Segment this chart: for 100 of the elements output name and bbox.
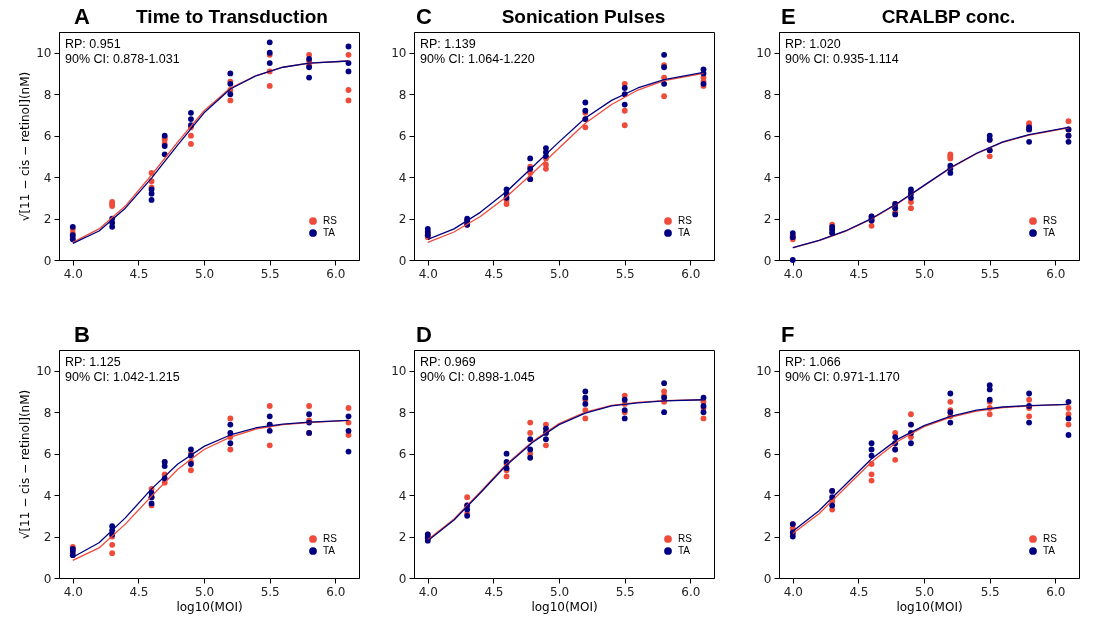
y-tick-label: 10 [756,46,772,61]
legend-label: TA [678,545,691,556]
x-tick-label: 6.0 [681,584,701,599]
y-tick-label: 0 [763,571,772,586]
legend-label: RS [1043,533,1058,544]
y-tick-label: 2 [763,212,772,227]
x-tick-label: 5.0 [550,266,570,281]
annotation: 90% CI: 0.935-1.114 [785,52,899,66]
x-tick-label: 4.0 [783,266,803,281]
y-tick-label: 0 [763,253,772,268]
y-tick-label: 2 [43,212,52,227]
legend-label: TA [323,545,336,556]
x-tick-label: 4.5 [849,584,869,599]
x-tick-label: 4.5 [129,584,149,599]
y-tick-label: 6 [43,447,52,462]
x-axis-title: log10(MOI) [531,599,598,614]
annotation: RP: 0.969 [420,355,476,369]
chart-title: CRALBP conc. [881,6,1016,27]
y-tick-label: 4 [763,488,772,503]
x-tick-label: 4.0 [418,584,438,599]
y-tick-label: 2 [398,212,407,227]
y-tick-label: 0 [398,571,407,586]
x-tick-label: 5.5 [980,584,1000,599]
y-tick-label: 6 [43,129,52,144]
x-tick-label: 5.5 [260,584,280,599]
chart-title: Time to Transduction [136,6,328,27]
legend-label: TA [1043,545,1056,556]
x-axis-title: log10(MOI) [176,599,243,614]
y-tick-label: 10 [36,46,52,61]
x-tick-label: 5.5 [260,266,280,281]
x-tick-label: 4.0 [783,584,803,599]
y-tick-label: 0 [43,253,52,268]
annotation: RP: 0.951 [65,37,121,51]
x-tick-label: 6.0 [1046,266,1066,281]
y-tick-label: 4 [398,488,407,503]
annotation: 90% CI: 1.064-1.220 [420,52,535,66]
x-tick-label: 6.0 [1046,584,1066,599]
y-tick-label: 8 [398,405,407,420]
y-tick-label: 4 [763,170,772,185]
y-tick-label: 8 [398,87,407,102]
x-tick-label: 6.0 [326,266,346,281]
annotation: 90% CI: 0.878-1.031 [65,52,180,66]
x-tick-label: 4.0 [63,266,83,281]
y-tick-label: 10 [756,364,772,379]
x-tick-label: 4.5 [484,584,504,599]
text: C [416,4,432,30]
text: E [781,4,796,30]
text: D [416,322,432,348]
annotation: RP: 1.020 [785,37,841,51]
x-tick-label: 5.5 [615,266,635,281]
text: F [781,322,795,348]
legend-label: RS [323,533,338,544]
x-tick-label: 5.0 [195,584,215,599]
y-tick-label: 6 [398,447,407,462]
annotation: RP: 1.066 [785,355,841,369]
x-tick-label: 6.0 [681,266,701,281]
annotation: 90% CI: 0.898-1.045 [420,370,535,384]
y-tick-label: 2 [763,530,772,545]
legend-label: RS [678,215,693,226]
y-tick-label: 8 [43,405,52,420]
y-tick-label: 2 [43,530,52,545]
y-tick-label: 6 [763,447,772,462]
y-tick-label: 10 [391,364,407,379]
x-tick-label: 5.0 [195,266,215,281]
y-tick-label: 4 [43,170,52,185]
x-tick-label: 4.5 [849,266,869,281]
y-axis-title: √[11 − cis − retinol](nM) [18,389,33,540]
x-tick-label: 4.5 [129,266,149,281]
y-tick-label: 4 [398,170,407,185]
y-tick-label: 10 [36,364,52,379]
y-axis-title: √[11 − cis − retinol](nM) [18,71,33,222]
legend-label: RS [1043,215,1058,226]
annotation: 90% CI: 1.042-1.215 [65,370,180,384]
y-tick-label: 0 [398,253,407,268]
y-tick-label: 4 [43,488,52,503]
x-axis-title: log10(MOI) [896,599,963,614]
x-tick-label: 5.5 [980,266,1000,281]
x-tick-label: 5.5 [615,584,635,599]
x-tick-label: 4.0 [63,584,83,599]
text: A [74,4,90,30]
y-tick-label: 8 [763,405,772,420]
x-tick-label: 4.0 [418,266,438,281]
legend-label: TA [323,227,336,238]
x-tick-label: 6.0 [326,584,346,599]
legend-label: TA [678,227,691,238]
y-tick-label: 8 [763,87,772,102]
annotation: RP: 1.139 [420,37,476,51]
annotation: 90% CI: 0.971-1.170 [785,370,900,384]
y-tick-label: 10 [391,46,407,61]
x-tick-label: 5.0 [550,584,570,599]
legend-label: RS [323,215,338,226]
y-tick-label: 6 [763,129,772,144]
x-tick-label: 4.5 [484,266,504,281]
annotation: RP: 1.125 [65,355,121,369]
y-tick-label: 2 [398,530,407,545]
x-tick-label: 5.0 [915,266,935,281]
text: B [74,322,90,348]
y-tick-label: 8 [43,87,52,102]
x-tick-label: 5.0 [915,584,935,599]
chart-title: Sonication Pulses [501,6,666,27]
